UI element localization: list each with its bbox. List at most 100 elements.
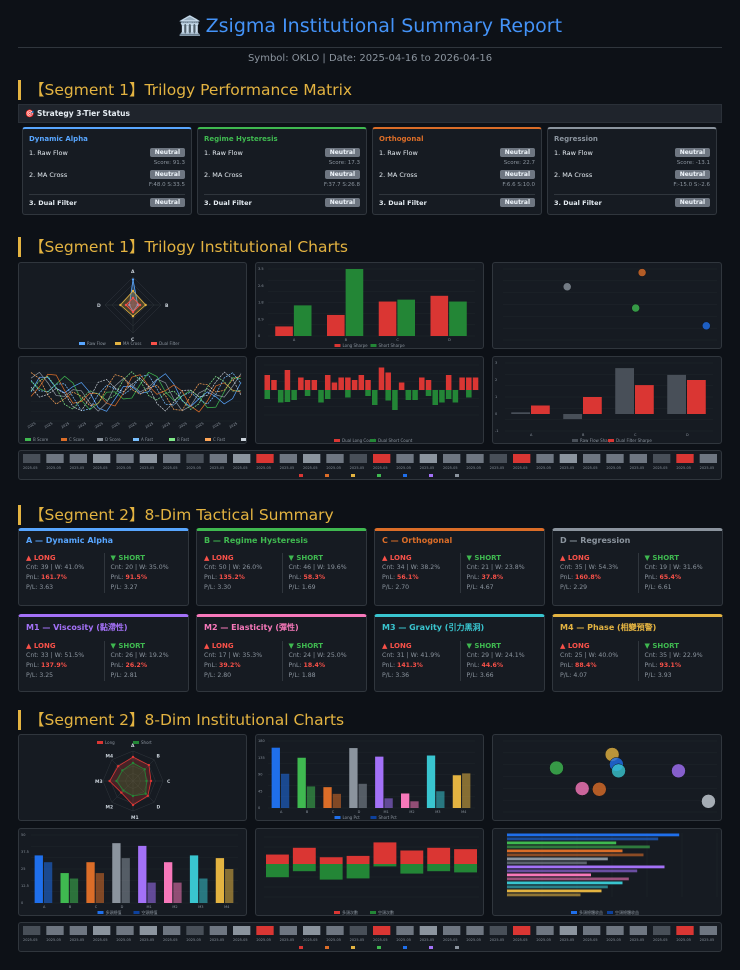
bar bbox=[439, 390, 445, 403]
long-label: ▲ LONG bbox=[560, 554, 590, 562]
bar bbox=[472, 377, 479, 390]
heatmap-cell bbox=[163, 454, 181, 463]
heatmap-cell bbox=[629, 926, 647, 935]
short-pnl: PnL: 58.3% bbox=[288, 574, 326, 581]
long-stats: ▲ LONG Cnt: 25 | W: 40.0% PnL: 88.4% P/L… bbox=[560, 641, 638, 681]
tier-divider bbox=[379, 194, 535, 195]
heatmap-date: 2025-05 bbox=[186, 938, 201, 942]
tier-row-label: 2. MA Cross bbox=[554, 171, 593, 179]
short-label: ▼ SHORT bbox=[644, 554, 680, 562]
short-count: Cnt: 26 | W: 19.2% bbox=[110, 652, 169, 659]
heatmap-date: 2025-05 bbox=[23, 466, 38, 470]
tier-row-label: 2. MA Cross bbox=[379, 171, 418, 179]
heatmap-date: 2025-05 bbox=[396, 938, 411, 942]
legend-swatch bbox=[455, 946, 459, 949]
score-line bbox=[30, 371, 242, 412]
status-badge: Neutral bbox=[149, 148, 185, 157]
heatmap-date: 2025-05 bbox=[676, 466, 691, 470]
heatmap-cell bbox=[303, 926, 321, 935]
legend-swatch bbox=[370, 344, 377, 347]
heatmap-cell bbox=[629, 454, 647, 463]
bar bbox=[531, 405, 550, 414]
y-tick-label: 3 bbox=[495, 361, 497, 365]
heatmap-cell bbox=[93, 926, 111, 935]
y-tick-label: 0 bbox=[495, 412, 497, 416]
dim-card: M3 — Gravity (引力黑洞) ▲ LONG Cnt: 31 | W: … bbox=[374, 614, 545, 692]
scatter-point bbox=[671, 763, 686, 779]
scatter-point bbox=[631, 303, 640, 313]
short-stats: ▼ SHORT Cnt: 24 | W: 25.0% PnL: 18.4% P/… bbox=[281, 641, 360, 681]
x-tick-label: D bbox=[686, 433, 689, 437]
heatmap-cell bbox=[443, 926, 461, 935]
heatmap-cell bbox=[256, 454, 274, 463]
long-count: Cnt: 33 | W: 51.5% bbox=[26, 652, 85, 659]
heatmap-date: 2025-05 bbox=[373, 466, 388, 470]
tier-row-ma: 2. MA Cross Neutral bbox=[29, 170, 185, 182]
bar bbox=[147, 882, 156, 903]
bar bbox=[452, 775, 462, 808]
heatmap-date: 2025-05 bbox=[140, 466, 155, 470]
heatmap-cell bbox=[116, 454, 134, 463]
long-count: Cnt: 50 | W: 26.0% bbox=[204, 564, 263, 571]
score-line bbox=[30, 373, 242, 412]
bar bbox=[449, 301, 467, 336]
legend-swatch bbox=[133, 438, 139, 441]
tier-divider bbox=[554, 194, 710, 195]
heatmap-date: 2025-05 bbox=[653, 938, 668, 942]
segment-2-summary-heading: 【Segment 2】8-Dim Tactical Summary bbox=[18, 505, 334, 525]
y-tick-label: 1 bbox=[495, 395, 497, 399]
heatmap-cell bbox=[23, 926, 41, 935]
heatmap-cell bbox=[559, 454, 577, 463]
bar bbox=[454, 849, 477, 864]
heatmap-date: 2025-05 bbox=[676, 938, 691, 942]
legend-swatch bbox=[334, 439, 340, 442]
radar-axis-label: B bbox=[165, 303, 169, 309]
heatmap-date: 2025-05 bbox=[326, 938, 341, 942]
bar bbox=[351, 380, 358, 390]
legend-swatch bbox=[370, 816, 377, 819]
radar-point bbox=[149, 779, 153, 783]
radar-point bbox=[143, 768, 146, 771]
short-stats: ▼ SHORT Cnt: 21 | W: 23.8% PnL: 37.8% P/… bbox=[459, 553, 538, 593]
bar bbox=[385, 372, 391, 390]
y-tick-label: 0.9 bbox=[258, 317, 264, 321]
dim-radar-chart: A B C D M1 M2 M3 M4 Long Short bbox=[18, 734, 247, 821]
legend-swatch bbox=[241, 438, 246, 441]
legend-swatch bbox=[403, 474, 407, 477]
y-tick-label: 90 bbox=[258, 773, 262, 777]
radar-point bbox=[116, 764, 120, 768]
x-tick-label: A bbox=[530, 433, 533, 437]
radar-point bbox=[120, 791, 123, 794]
heatmap-date: 2025-05 bbox=[326, 466, 341, 470]
heatmap-cell bbox=[396, 454, 414, 463]
short-pl-ratio: P/L: 3.66 bbox=[466, 672, 494, 679]
bar bbox=[432, 390, 438, 405]
heatmap-cell bbox=[419, 926, 437, 935]
heatmap-cell bbox=[489, 926, 507, 935]
legend-label: 多頭次數 bbox=[342, 909, 358, 915]
legend-swatch bbox=[169, 438, 175, 441]
heatmap-date: 2025-05 bbox=[606, 466, 621, 470]
tier-row-raw: 1. Raw Flow Neutral bbox=[29, 148, 185, 160]
radar-point bbox=[131, 803, 135, 807]
y-tick-label: 12.5 bbox=[21, 884, 29, 888]
long-count: Cnt: 17 | W: 35.3% bbox=[204, 652, 263, 659]
x-tick-label: 2025 bbox=[145, 421, 155, 429]
legend-label: Raw Flow bbox=[87, 341, 107, 346]
x-tick-label: A bbox=[293, 338, 296, 342]
x-tick-label: M4 bbox=[224, 905, 230, 909]
bar bbox=[397, 299, 416, 336]
heatmap-date: 2025-05 bbox=[606, 938, 621, 942]
legend-swatch bbox=[151, 342, 157, 345]
radar-axis-label: D bbox=[156, 804, 160, 810]
long-count: Cnt: 39 | W: 41.0% bbox=[26, 564, 85, 571]
long-pnl: PnL: 161.7% bbox=[26, 574, 67, 581]
status-badge: Neutral bbox=[324, 198, 360, 207]
short-pl-ratio: P/L: 2.81 bbox=[110, 672, 138, 679]
bar bbox=[507, 877, 629, 881]
legend-swatch bbox=[429, 946, 433, 949]
heatmap-date: 2025-05 bbox=[420, 466, 435, 470]
long-pnl: PnL: 137.9% bbox=[26, 662, 67, 669]
bar bbox=[346, 864, 370, 879]
short-count: Cnt: 35 | W: 22.9% bbox=[644, 652, 703, 659]
